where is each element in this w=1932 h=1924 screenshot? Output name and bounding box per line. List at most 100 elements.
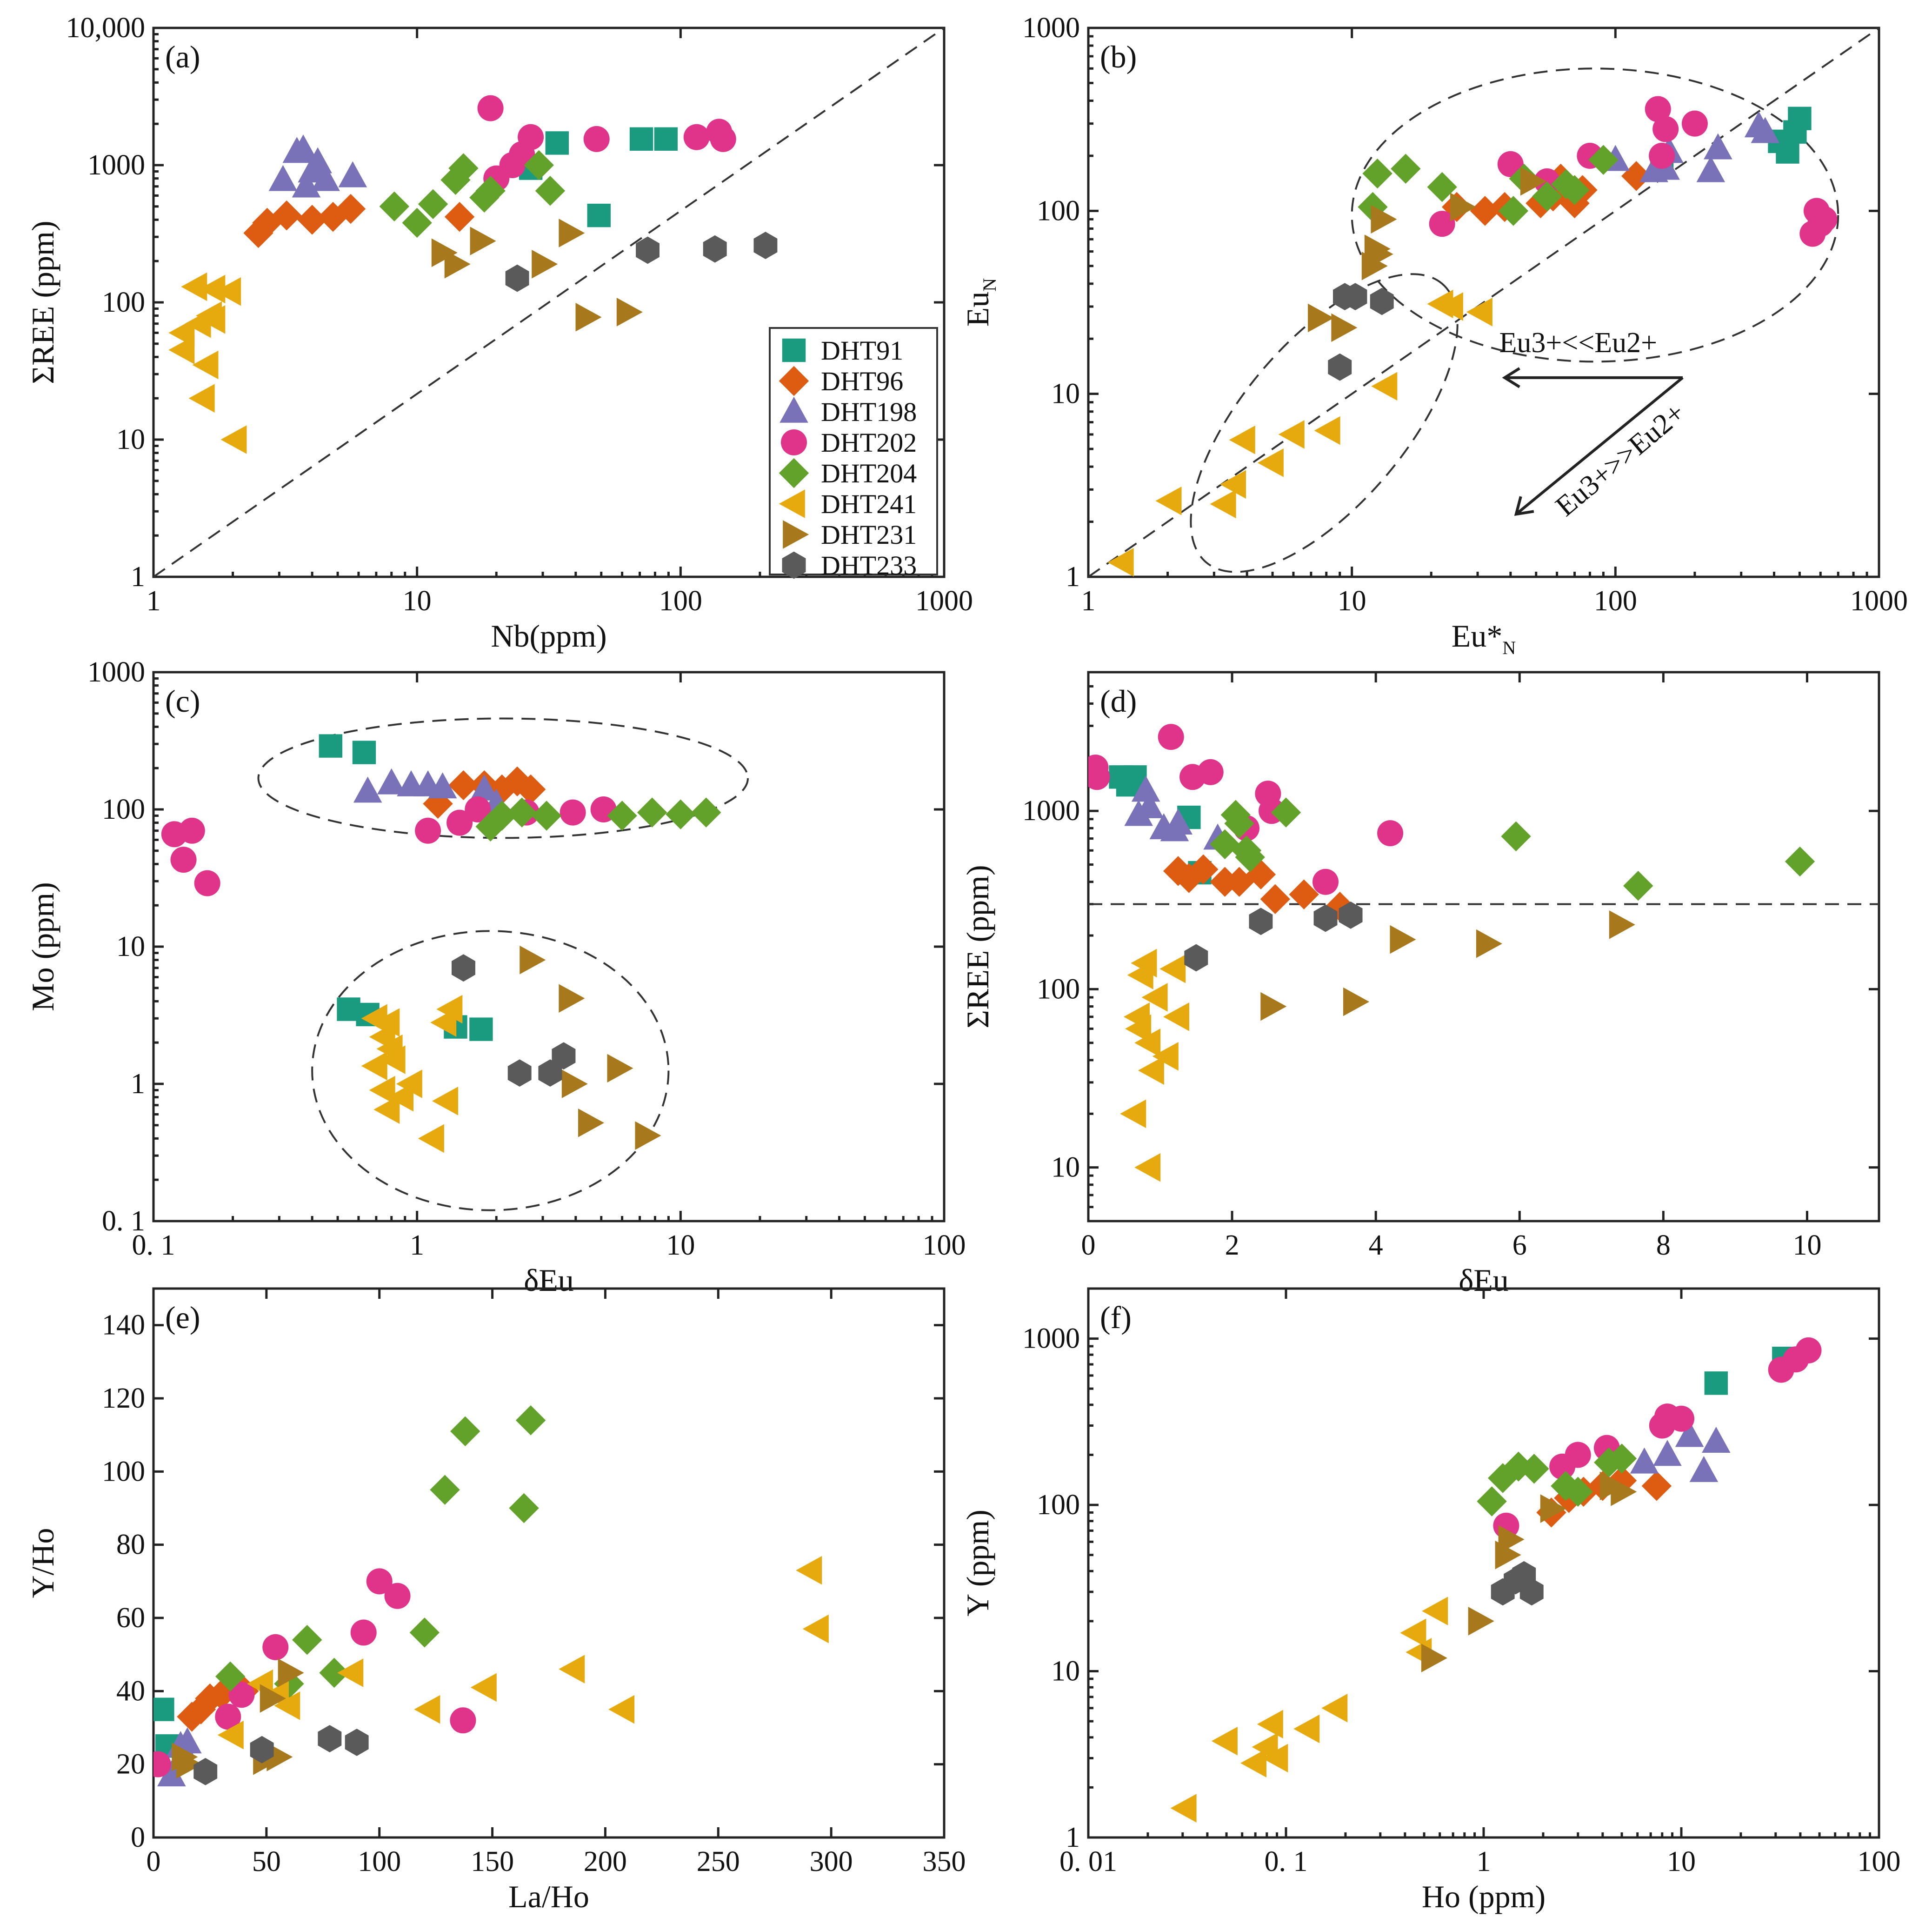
data-point-dht241 (1257, 448, 1284, 477)
data-point-dht241 (1131, 949, 1157, 978)
data-point-dht96 (1224, 867, 1254, 897)
data-point-dht241 (199, 305, 226, 334)
x-tick-label: 10 (403, 585, 432, 617)
y-tick-label: 1 (131, 561, 145, 593)
data-point-dht241 (559, 1655, 585, 1684)
data-point-dht241 (217, 1720, 244, 1750)
data-point-dht233 (451, 954, 475, 982)
y-axis-label: Y/Ho (25, 1528, 60, 1598)
data-point-dht231 (1540, 1494, 1566, 1523)
panel-label: (a) (165, 39, 200, 74)
data-point-dht204 (637, 797, 667, 828)
data-point-dht204 (1519, 1454, 1549, 1484)
chart-panel-c: 0. 1 1 10 100 0. 1 1 10 100 1000 δEu Mo (ppm) (c) (25, 656, 966, 1298)
data-point-dht241 (1466, 297, 1492, 327)
annotation-eu3-less-eu2: Eu3+<<Eu2+ (1499, 327, 1658, 359)
data-point-dht231 (616, 298, 643, 327)
series-dht204 (1358, 145, 1619, 226)
data-point-dht204 (1271, 797, 1301, 828)
data-point-dht241 (1155, 486, 1182, 515)
data-point-dht96 (444, 201, 475, 232)
data-point-dht204 (1477, 1486, 1507, 1516)
data-point-dht241 (1170, 1794, 1197, 1823)
data-point-dht96 (1470, 196, 1500, 226)
data-point-dht204 (1785, 846, 1815, 877)
y-tick-label: 10 (116, 424, 145, 455)
y-tick-label: 1000 (1022, 12, 1080, 44)
data-point-dht91 (153, 1697, 174, 1721)
y-tick-label: 60 (116, 1602, 145, 1634)
data-point-dht241 (430, 1008, 457, 1037)
panel-label: (b) (1100, 39, 1137, 74)
legend: DHT91DHT96DHT198DHT202DHT204DHT241DHT231… (769, 327, 938, 581)
data-point-dht233 (1184, 944, 1208, 972)
data-point-dht204 (1623, 871, 1653, 901)
data-point-dht241 (192, 350, 219, 380)
data-point-dht241 (414, 1695, 440, 1724)
data-point-dht96 (487, 774, 517, 805)
y-axis-label: EuN (960, 278, 1000, 327)
data-point-dht231 (1371, 205, 1397, 234)
x-axis-label: Eu*N (1452, 618, 1516, 658)
legend-label-dht202: DHT202 (821, 428, 917, 458)
data-point-dht91 (1704, 1371, 1728, 1395)
y-tick-label: 120 (102, 1383, 145, 1414)
data-point-dht204 (509, 1493, 539, 1523)
data-point-dht204 (1427, 172, 1457, 202)
data-point-dht96 (1260, 884, 1291, 915)
data-point-dht241 (1321, 1694, 1348, 1723)
y-tick-label: 140 (102, 1309, 145, 1341)
data-point-dht241 (470, 1673, 497, 1702)
data-point-dht96 (1289, 879, 1319, 909)
data-point-dht91 (1788, 107, 1812, 130)
legend-label-dht241: DHT241 (821, 489, 917, 519)
data-point-dht231 (1450, 193, 1477, 221)
dashed-reference-line (153, 28, 944, 577)
panel-label: (c) (165, 683, 200, 719)
data-point-dht202 (350, 1619, 377, 1646)
data-point-dht198 (1675, 1421, 1704, 1447)
y-tick-label: 100 (1037, 195, 1080, 227)
dashed-group-ellipse (257, 717, 749, 839)
data-point-dht233 (1328, 353, 1352, 381)
data-point-dht241 (802, 1614, 829, 1643)
y-axis-label: ΣREE (ppm) (960, 865, 995, 1028)
series-dht241 (217, 1556, 829, 1750)
data-point-dht96 (297, 205, 327, 235)
data-point-dht96 (1641, 1471, 1672, 1501)
legend-marker-dht91 (782, 338, 806, 362)
y-axis-label: Y (ppm) (960, 1510, 995, 1617)
x-tick-label: 8 (1656, 1229, 1671, 1261)
data-point-dht198 (173, 1727, 202, 1754)
y-tick-label: 1000 (1022, 795, 1080, 827)
series-dht198 (268, 134, 367, 198)
data-point-dht91 (469, 1017, 493, 1041)
data-point-dht202 (518, 124, 544, 150)
data-point-dht231 (1390, 925, 1416, 954)
data-point-dht204 (448, 153, 479, 183)
series-dht233 (451, 954, 576, 1087)
data-point-dht202 (1534, 168, 1560, 194)
data-point-dht202 (450, 1707, 476, 1734)
data-point-dht241 (1107, 548, 1134, 577)
data-point-dht202 (170, 847, 197, 873)
data-point-dht241 (1120, 1099, 1146, 1129)
data-point-dht91 (545, 131, 569, 155)
data-point-dht202 (1565, 1442, 1591, 1468)
data-point-dht241 (199, 274, 226, 304)
data-point-dht91 (654, 127, 678, 151)
legend-marker-dht204 (779, 458, 809, 488)
data-point-dht233 (1343, 283, 1367, 311)
legend-label-dht91: DHT91 (821, 335, 903, 366)
x-axis-label: δEu (524, 1263, 574, 1298)
series-dht233 (1184, 901, 1363, 972)
data-point-dht233 (507, 1059, 532, 1087)
data-point-dht204 (379, 191, 410, 222)
data-point-dht202 (583, 126, 610, 152)
data-point-dht198 (1751, 117, 1780, 143)
y-tick-label: 20 (116, 1749, 145, 1780)
series-dht204 (1210, 797, 1815, 901)
data-point-dht202 (215, 1704, 241, 1730)
data-point-dht204 (1498, 196, 1529, 226)
